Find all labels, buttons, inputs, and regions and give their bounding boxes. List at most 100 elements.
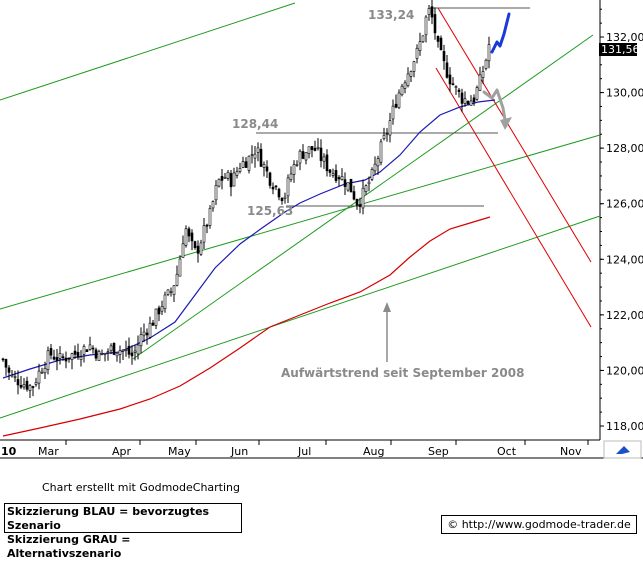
candle-body <box>358 204 362 207</box>
candle-body <box>70 353 74 360</box>
red-channel-upper <box>437 7 592 263</box>
candle-body <box>379 141 383 163</box>
candle-body <box>331 173 335 176</box>
candle-body <box>76 352 80 358</box>
chart-credit: Chart erstellt mit GodmodeCharting <box>42 481 240 494</box>
candle-body <box>397 92 401 108</box>
candle-body <box>442 51 446 62</box>
candle-body <box>373 163 377 172</box>
candlestick-series <box>1 0 491 399</box>
x-tick-label: Sep <box>428 445 449 458</box>
candle-body <box>346 182 350 191</box>
candle-body <box>88 344 92 350</box>
x-tick-label: 10 <box>1 445 17 458</box>
candle-body <box>109 345 113 351</box>
candle-body <box>85 349 89 352</box>
candle-body <box>151 322 155 326</box>
candle-body <box>43 368 47 374</box>
candle-body <box>37 370 41 384</box>
candle-body <box>163 294 167 309</box>
candle-body <box>367 181 371 185</box>
candle-body <box>193 241 197 248</box>
candle-body <box>118 350 122 355</box>
y-tick-group: 132,00 130,00 128,00 126,00 124,00 122,00 120,… <box>600 8 643 433</box>
x-tick-label: Jul <box>297 445 311 458</box>
candle-body <box>121 349 125 352</box>
candle-body <box>202 225 206 243</box>
candle-body <box>436 36 440 42</box>
candle-body <box>289 173 293 180</box>
candle-body <box>130 352 134 357</box>
legend-gray: Skizzierung GRAU = Alternativszenario <box>7 533 131 560</box>
candle-body <box>238 168 242 172</box>
candle-body <box>286 177 290 197</box>
label-trend: Aufwärtstrend seit September 2008 <box>281 366 524 380</box>
candle-body <box>49 348 53 356</box>
candle-body <box>205 224 209 227</box>
candle-body <box>427 8 431 15</box>
scenario-blue-arrow <box>490 12 511 54</box>
x-tick-label: Nov <box>560 445 582 458</box>
label-support: 125,63 <box>247 204 293 218</box>
candle-body <box>133 350 137 353</box>
y-tick-label: 132,00 <box>606 31 643 44</box>
candle-body <box>472 97 476 103</box>
candle-body <box>457 89 461 92</box>
legend-blue: Skizzierung BLAU = bevorzugtes Szenario <box>7 505 210 532</box>
candle-body <box>19 385 23 388</box>
source-link[interactable]: © http://www.godmode-trader.de <box>441 515 637 534</box>
candle-body <box>415 47 419 59</box>
candle-body <box>112 342 116 355</box>
candle-body <box>103 353 107 355</box>
candle-body <box>169 291 173 293</box>
candle-body <box>262 164 266 168</box>
candle-body <box>355 199 359 206</box>
candle-body <box>394 103 398 108</box>
y-tick-label: 122,00 <box>606 309 643 322</box>
candle-body <box>391 105 395 120</box>
candle-body <box>403 82 407 89</box>
candle-body <box>115 353 119 357</box>
candle-body <box>157 307 161 315</box>
candle-body <box>439 37 443 51</box>
candle-body <box>433 14 437 34</box>
candle-body <box>232 172 236 187</box>
candle-body <box>226 172 230 179</box>
plot-area <box>0 0 600 440</box>
candle-body <box>52 356 56 360</box>
candle-body <box>484 59 488 69</box>
candle-body <box>55 357 59 362</box>
label-high: 133,24 <box>368 8 414 22</box>
candle-body <box>214 184 218 201</box>
candle-body <box>259 148 263 167</box>
candle-body <box>487 44 491 62</box>
candle-body <box>187 228 191 237</box>
x-tick-label: May <box>168 445 191 458</box>
candle-body <box>307 146 311 154</box>
candle-body <box>100 353 104 355</box>
candle-body <box>145 332 149 336</box>
candle-body <box>181 243 185 258</box>
candle-body <box>316 146 320 149</box>
candle-body <box>244 161 248 168</box>
candle-body <box>388 120 392 136</box>
candle-body <box>310 146 314 150</box>
candle-body <box>142 331 146 336</box>
source-url: http://www.godmode-trader.de <box>461 518 631 531</box>
candle-body <box>127 345 131 355</box>
y-tick-label: 126,00 <box>606 198 643 211</box>
candle-body <box>4 359 8 368</box>
candle-body <box>79 356 83 360</box>
candle-body <box>466 101 470 105</box>
candle-body <box>247 155 251 171</box>
candle-body <box>469 100 473 106</box>
candle-body <box>412 61 416 72</box>
candle-body <box>382 134 386 139</box>
candle-body <box>229 173 233 188</box>
y-tick-label: 130,00 <box>606 87 643 100</box>
candle-body <box>106 351 110 353</box>
candle-body <box>196 245 200 254</box>
candle-body <box>304 152 308 161</box>
y-tick-label: 128,00 <box>606 142 643 155</box>
candle-body <box>154 308 158 326</box>
